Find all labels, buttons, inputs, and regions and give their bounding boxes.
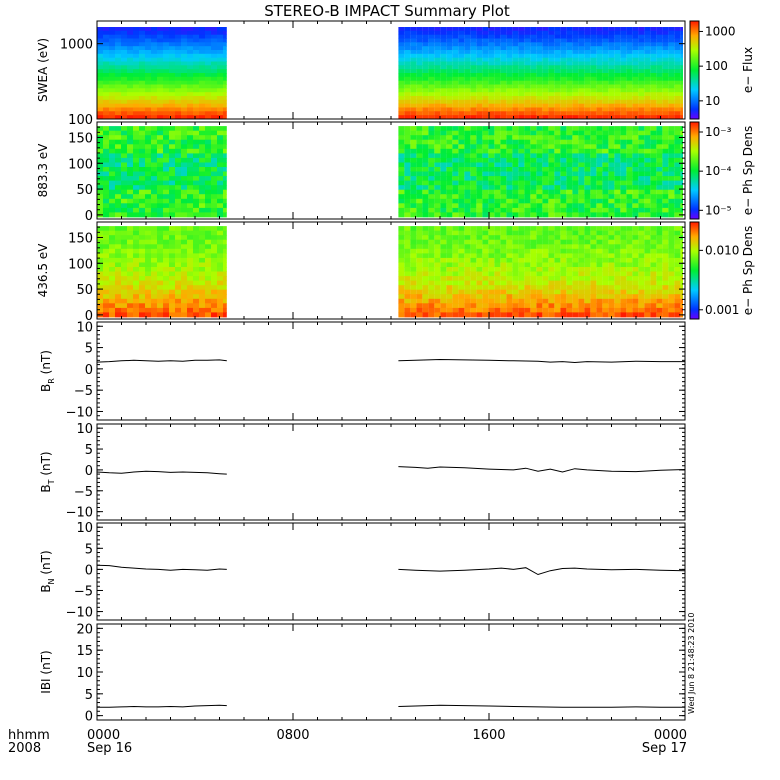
colorbar-label: e− Ph Sp Dens — [741, 226, 755, 315]
spectrogram-cells — [97, 126, 683, 218]
panel-frame — [96, 623, 686, 721]
series-line-1 — [96, 564, 227, 571]
y-tick-label: 0 — [85, 710, 93, 725]
series-line-1 — [96, 359, 227, 363]
date-label: Sep 17 — [642, 741, 687, 756]
y-tick-label: −10 — [66, 606, 93, 621]
y-tick-label: −5 — [74, 485, 93, 500]
panel-7: IBI (nT) 0 5 10 15 20 — [39, 622, 686, 725]
colorbar: 10 100 1000 e− Flux — [689, 20, 755, 120]
date-label: Sep 16 — [87, 741, 132, 756]
y-tick-label: −10 — [66, 506, 93, 521]
y-tick-label: 5 — [85, 542, 93, 557]
series-line-2 — [398, 704, 685, 708]
panel-frame — [96, 221, 686, 320]
y-tick-label: 150 — [68, 131, 93, 146]
panel-6: BN (nT) −10 −5 0 5 10 — [39, 521, 686, 621]
panel-frame — [96, 522, 686, 621]
y-axis-label: BT (nT) — [39, 451, 56, 492]
y-tick-label: 100 — [68, 113, 93, 128]
colorbar-tick-label: 0.010 — [705, 243, 739, 257]
colorbar-tick-label: 10⁻⁵ — [705, 203, 732, 217]
series-line-2 — [398, 567, 686, 576]
colorbar: 0.001 0.010 e− Ph Sp Dens — [689, 221, 755, 320]
panel-2: 10⁻⁵ 10⁻⁴ 10⁻³ e− Ph Sp Dens 883.3 eV 0 50 100 1… — [36, 121, 755, 224]
y-tick-label: −10 — [66, 405, 93, 420]
y-tick-label: 20 — [76, 622, 93, 637]
y-tick-label: 5 — [85, 342, 93, 357]
y-tick-label: −5 — [74, 584, 93, 599]
colorbar-scale — [689, 121, 700, 220]
y-axis-label: BN (nT) — [39, 550, 56, 592]
colorbar-label: e− Flux — [741, 47, 755, 93]
y-tick-label: −5 — [74, 384, 93, 399]
colorbar-scale — [689, 221, 700, 320]
y-axis-label: SWEA (eV) — [36, 38, 50, 102]
year-label: 2008 — [8, 741, 41, 756]
colorbar-tick-label: 10⁻³ — [705, 125, 732, 139]
time-tick-label: 0000 — [654, 728, 687, 743]
y-tick-label: 10 — [76, 666, 93, 681]
time-tick-label: 0000 — [87, 728, 120, 743]
colorbar-label: e− Ph Sp Dens — [741, 126, 755, 215]
y-axis-label: 436.5 eV — [36, 243, 50, 298]
panel-frame — [96, 321, 686, 421]
y-tick-label: 0 — [85, 309, 93, 324]
y-tick-label: 50 — [76, 283, 93, 298]
spectrogram-cells — [97, 27, 683, 120]
y-tick-label: 100 — [68, 157, 93, 172]
panel-5: BT (nT) −10 −5 0 5 10 — [39, 422, 686, 521]
y-tick-label: 0 — [85, 209, 93, 224]
y-tick-label: 10 — [76, 521, 93, 536]
y-tick-label: 150 — [68, 231, 93, 246]
y-axis-label: 883.3 eV — [36, 143, 50, 198]
time-tick-label: 1600 — [472, 728, 505, 743]
y-tick-label: 100 — [68, 257, 93, 272]
panel-frame — [96, 121, 686, 220]
panel-4: BR (nT) −10 −5 0 5 10 — [39, 320, 686, 421]
colorbar-scale — [689, 20, 700, 120]
y-axis-label: BR (nT) — [39, 350, 56, 392]
time-tick-label: 0800 — [276, 728, 309, 743]
y-tick-label: 0 — [85, 363, 93, 378]
y-tick-label: 5 — [85, 443, 93, 458]
y-tick-label: 0 — [85, 464, 93, 479]
hhmm-label: hhmm — [8, 728, 50, 743]
series-line-2 — [398, 358, 685, 364]
y-tick-label: 0 — [85, 563, 93, 578]
timestamp-stamp: Wed Jun 8 21:48:23 2010 — [687, 613, 696, 715]
colorbar-tick-label: 10 — [705, 94, 720, 108]
plot-title: STEREO-B IMPACT Summary Plot — [264, 2, 510, 20]
colorbar-tick-label: 10⁻⁴ — [705, 164, 732, 178]
y-tick-label: 5 — [85, 688, 93, 703]
series-line-2 — [398, 466, 686, 473]
spectrogram-cells — [97, 226, 683, 318]
series-line-1 — [96, 470, 227, 475]
y-axis-label: IBI (nT) — [39, 650, 53, 693]
colorbar-tick-label: 0.001 — [705, 303, 739, 317]
colorbar-tick-label: 1000 — [705, 24, 736, 38]
series-line-1 — [97, 704, 227, 708]
y-tick-label: 1000 — [60, 38, 93, 53]
panel-3: 0.001 0.010 e− Ph Sp Dens 436.5 eV 0 50 100 150 — [36, 221, 755, 324]
colorbar: 10⁻⁵ 10⁻⁴ 10⁻³ e− Ph Sp Dens — [689, 121, 755, 220]
colorbar-tick-label: 100 — [705, 59, 728, 73]
panel-frame — [96, 20, 686, 120]
y-tick-label: 10 — [76, 422, 93, 437]
panel-1: 10 100 1000 e− Flux SWEA (eV) 100 1000 — [36, 20, 755, 128]
y-tick-label: 15 — [76, 644, 93, 659]
y-tick-label: 10 — [76, 320, 93, 335]
panel-frame — [96, 423, 686, 521]
y-tick-label: 50 — [76, 183, 93, 198]
